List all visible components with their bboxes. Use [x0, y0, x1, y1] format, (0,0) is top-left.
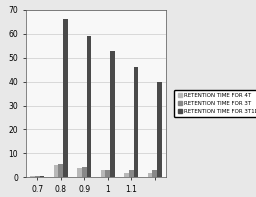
- Bar: [134, 67, 138, 177]
- Bar: [105, 170, 110, 177]
- Bar: [110, 50, 115, 177]
- Bar: [30, 176, 35, 177]
- Bar: [152, 170, 157, 177]
- Bar: [40, 176, 44, 177]
- Bar: [157, 82, 162, 177]
- Bar: [54, 165, 58, 177]
- Bar: [124, 173, 129, 177]
- Bar: [77, 168, 82, 177]
- Bar: [148, 173, 152, 177]
- Bar: [82, 166, 87, 177]
- Bar: [101, 170, 105, 177]
- Bar: [87, 36, 91, 177]
- Bar: [129, 170, 134, 177]
- Legend: RETENTION TIME FOR 4T, RETENTION TIME FOR 3T, RETENTION TIME FOR 3T1D: RETENTION TIME FOR 4T, RETENTION TIME FO…: [174, 90, 256, 117]
- Bar: [63, 20, 68, 177]
- Bar: [58, 164, 63, 177]
- Bar: [35, 176, 40, 177]
